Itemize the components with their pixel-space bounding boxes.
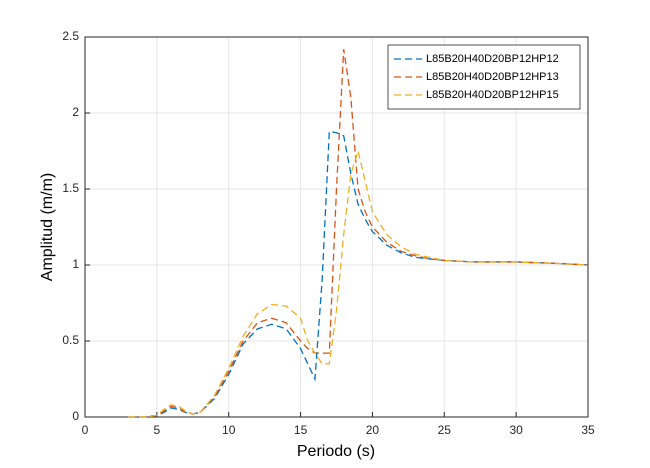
x-tick-label: 0 [82, 423, 89, 437]
y-tick-label: 2 [72, 105, 79, 119]
legend-label: L85B20H40D20BP12HP15 [426, 89, 559, 101]
y-tick-label: 0 [72, 409, 79, 423]
y-tick-label: 1 [72, 257, 79, 271]
x-tick-label: 15 [294, 423, 308, 437]
y-tick-label: 0.5 [62, 333, 79, 347]
x-tick-label: 20 [366, 423, 380, 437]
legend-label: L85B20H40D20BP12HP12 [426, 53, 559, 65]
x-tick-label: 5 [154, 423, 161, 437]
x-tick-label: 35 [581, 423, 595, 437]
y-axis-label: Amplitud (m/m) [39, 173, 56, 281]
legend-label: L85B20H40D20BP12HP13 [426, 71, 559, 83]
legend: L85B20H40D20BP12HP12 L85B20H40D20BP12HP13… [387, 44, 581, 110]
y-tick-label: 2.5 [62, 29, 79, 43]
y-tick-label: 1.5 [62, 181, 79, 195]
x-tick-label: 30 [509, 423, 523, 437]
x-tick-label: 25 [438, 423, 452, 437]
axes-box [84, 36, 589, 418]
x-axis-label: Periodo (s) [297, 443, 375, 460]
x-tick-label: 10 [222, 423, 236, 437]
series-line [128, 148, 589, 418]
